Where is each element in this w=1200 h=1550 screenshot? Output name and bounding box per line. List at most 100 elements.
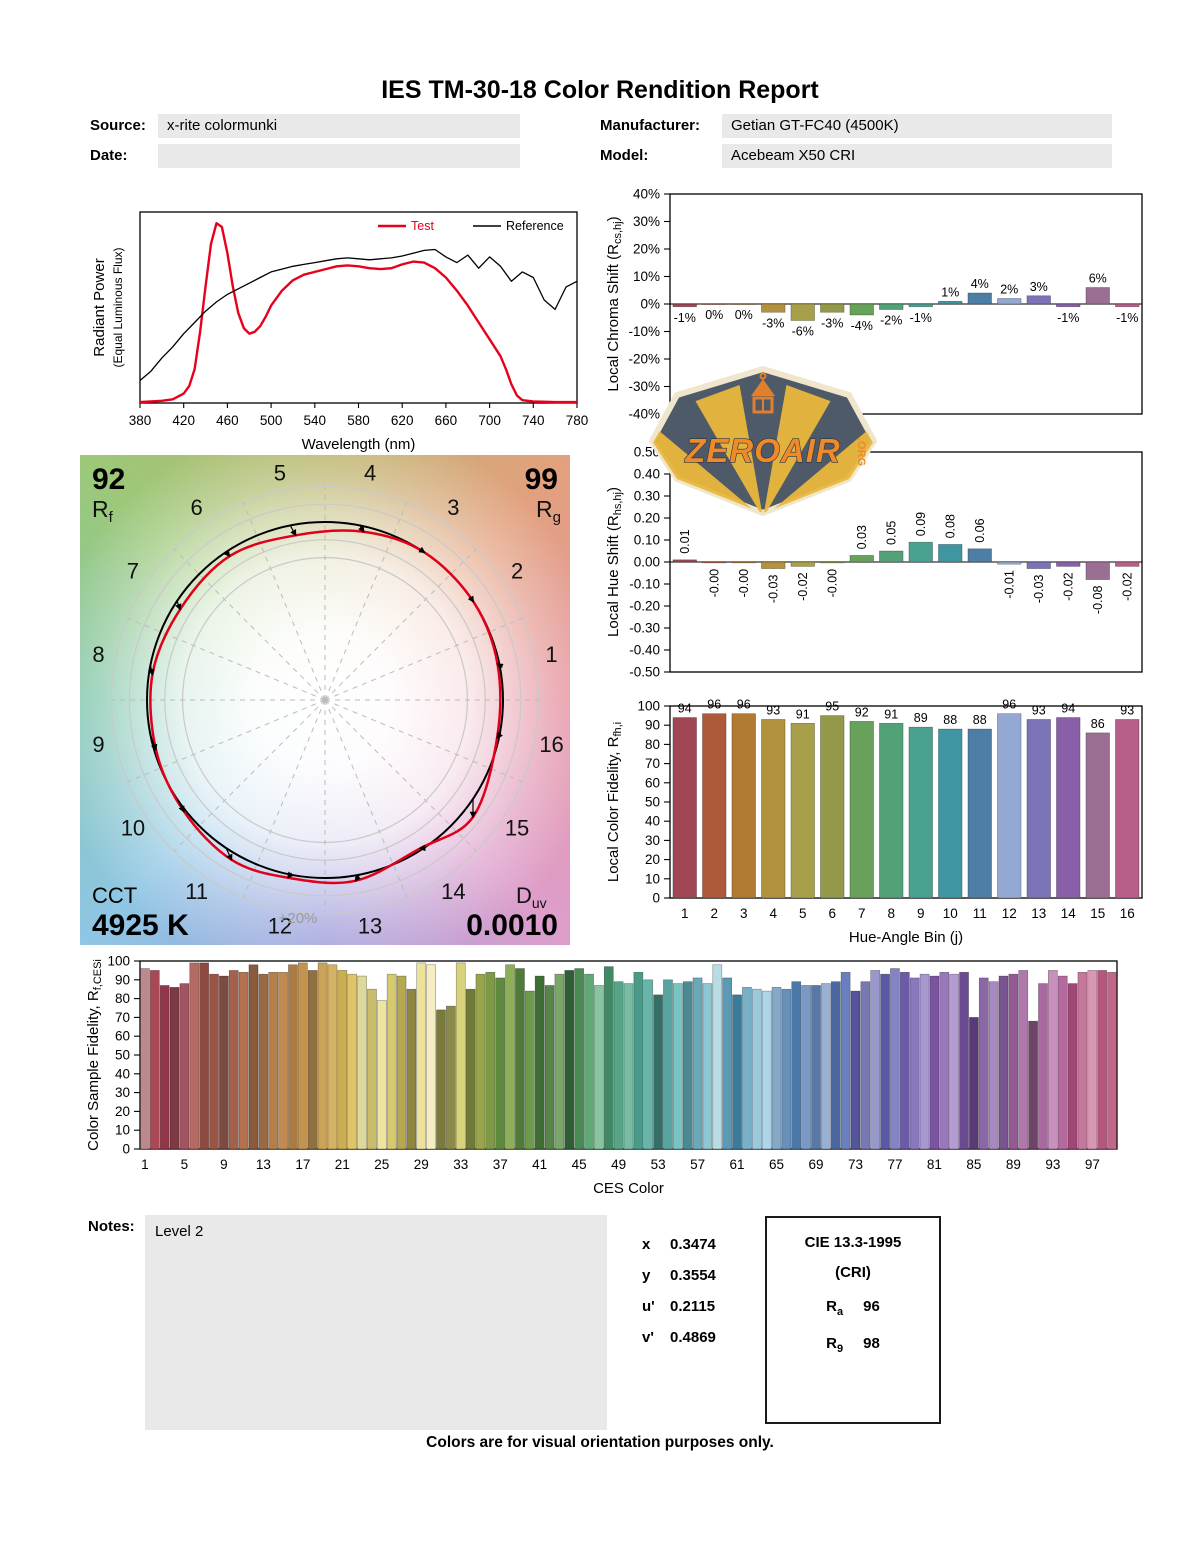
local-fidelity-chart: 1009080706050403020100941962963934915956…: [605, 698, 1143, 946]
bar-value-label: 0.01: [678, 529, 692, 553]
bar: [938, 300, 963, 305]
x-tick-label: 13: [256, 1157, 271, 1172]
y-tick-label: 70: [645, 756, 660, 771]
bar: [1018, 970, 1029, 1150]
shift-arrow: [286, 871, 294, 879]
bar: [475, 973, 486, 1150]
bar-value-label: 91: [796, 707, 810, 721]
bar-value-label: 93: [1032, 703, 1046, 717]
bar-value-label: -0.00: [825, 569, 839, 598]
x-axis-label: CES Color: [593, 1180, 664, 1197]
bar-value-label: -1%: [1116, 311, 1138, 325]
chromaticity-value: 0.3554: [670, 1267, 716, 1284]
date-label: Date:: [90, 147, 128, 164]
footer-note: Colors are for visual orientation purpos…: [426, 1434, 774, 1451]
x-tick-label: 12: [1002, 906, 1017, 921]
bar: [879, 550, 904, 563]
y-tick-label: 70: [115, 1010, 130, 1025]
shift-arrow: [418, 844, 426, 852]
y-tick-label: 0.20: [634, 511, 660, 526]
bar: [1048, 970, 1058, 1150]
bar: [307, 970, 318, 1150]
bar: [633, 971, 644, 1150]
bar: [238, 971, 249, 1150]
y-axis-label: Local Hue Shift (Rhs,hj): [605, 487, 624, 637]
bar-value-label: -1%: [674, 311, 696, 325]
x-tick-label: 17: [295, 1157, 310, 1172]
legend-test-label: Test: [411, 219, 434, 233]
x-tick-label: 53: [651, 1157, 666, 1172]
bar-value-label: -4%: [851, 319, 873, 333]
series-reference: [139, 248, 578, 381]
y-tick-label: 30%: [633, 214, 660, 229]
x-tick-label: 6: [828, 906, 836, 921]
bar: [880, 973, 890, 1150]
y-axis-label: Color Sample Fidelity, Rf,CESi: [85, 959, 104, 1151]
bar: [929, 975, 940, 1150]
x-tick-label: 61: [730, 1157, 745, 1172]
bar-value-label: 94: [1061, 702, 1075, 716]
bar: [672, 303, 697, 308]
bar: [554, 973, 565, 1150]
bar: [396, 975, 407, 1150]
bar: [1115, 561, 1140, 567]
bar: [731, 713, 756, 899]
cct-label: CCT: [92, 883, 137, 908]
x-tick-label: 14: [1061, 906, 1077, 921]
cri-box-subtitle: (CRI): [835, 1264, 871, 1281]
x-tick-label: 41: [532, 1157, 547, 1172]
reference-circle: [146, 521, 504, 879]
bar-value-label: -6%: [792, 325, 814, 339]
x-tick-label: 49: [611, 1157, 626, 1172]
bar: [899, 971, 910, 1150]
bar: [879, 722, 904, 899]
x-tick-label: 16: [1120, 906, 1135, 921]
bar-value-label: 96: [707, 698, 721, 712]
chromaticity-label: v': [642, 1329, 654, 1346]
y-tick-label: 10: [115, 1123, 130, 1138]
hue-bin-number: 7: [127, 559, 139, 584]
bar: [1026, 295, 1051, 305]
bar: [1056, 717, 1081, 899]
y-tick-label: 100: [107, 954, 130, 969]
bar: [455, 962, 466, 1150]
bar: [1028, 1020, 1038, 1150]
bar: [367, 988, 377, 1150]
hue-bin-number: 10: [121, 815, 145, 840]
bar: [1087, 970, 1098, 1150]
bar: [179, 983, 190, 1150]
bar: [603, 966, 614, 1150]
bar: [702, 561, 727, 564]
bar: [791, 981, 802, 1150]
bar: [870, 970, 881, 1150]
bar-value-label: 91: [884, 707, 898, 721]
y-tick-label: -0.20: [629, 599, 660, 614]
bar: [1056, 303, 1081, 308]
bar: [692, 977, 703, 1150]
hue-bin-number: 3: [447, 495, 459, 520]
bar: [534, 975, 545, 1150]
bar: [623, 983, 634, 1150]
bar: [317, 962, 328, 1150]
bar: [781, 988, 792, 1150]
bar: [1115, 719, 1140, 899]
x-tick-label: 540: [304, 413, 327, 428]
hue-bin-number: 14: [441, 879, 465, 904]
bar: [908, 303, 933, 308]
bar: [908, 541, 933, 563]
bar: [850, 990, 861, 1150]
bar: [997, 561, 1022, 565]
bar: [268, 971, 279, 1150]
y-tick-label: -0.10: [629, 577, 660, 592]
watermark-suffix: .ORG: [855, 438, 867, 466]
bar: [860, 981, 871, 1150]
rf-value: 92: [92, 463, 125, 496]
bar: [1067, 983, 1078, 1150]
y-tick-label: 20%: [633, 242, 660, 257]
bar-value-label: 0.05: [884, 521, 898, 545]
bar-value-label: 6%: [1089, 272, 1107, 286]
bar: [258, 973, 269, 1150]
bar: [712, 964, 723, 1150]
x-tick-label: 29: [414, 1157, 429, 1172]
bar: [969, 1017, 979, 1150]
